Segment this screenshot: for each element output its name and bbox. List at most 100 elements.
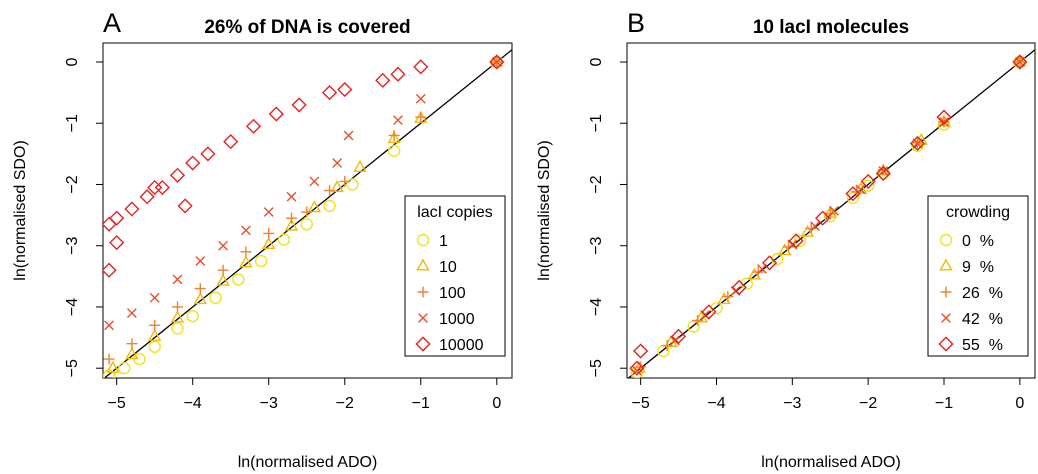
point: [731, 279, 747, 295]
point: [185, 155, 201, 171]
x-tick-label: −2: [859, 395, 877, 412]
x-tick-label: −1: [412, 395, 430, 412]
point: [829, 205, 839, 216]
point: [263, 207, 274, 217]
point: [125, 347, 139, 360]
point: [172, 274, 183, 285]
point: [139, 189, 155, 205]
point: [747, 267, 762, 280]
y-tick-label: −1: [588, 114, 605, 132]
point: [939, 117, 949, 127]
y-tick-label: −3: [64, 236, 81, 254]
point: [284, 218, 299, 231]
identity-line: [104, 49, 512, 378]
legend-label: 1000: [439, 311, 475, 328]
point: [301, 206, 313, 218]
point: [195, 256, 206, 266]
point: [223, 134, 239, 150]
point: [375, 72, 391, 88]
point: [186, 309, 199, 323]
point: [109, 235, 125, 251]
x-axis-label: ln(normalised ADO): [761, 454, 901, 471]
point: [393, 115, 403, 126]
x-tick-label: −3: [260, 395, 278, 412]
x-tick-label: −4: [184, 395, 202, 412]
point: [914, 132, 928, 145]
point: [324, 185, 336, 197]
point: [109, 210, 125, 226]
point: [118, 362, 131, 375]
legend: lacI copies 1 10 100 1000 10000: [404, 195, 506, 357]
point: [245, 118, 262, 134]
point: [353, 159, 367, 172]
point: [321, 85, 338, 101]
point: [692, 314, 704, 326]
point: [387, 131, 401, 144]
plot-frame: [102, 42, 513, 379]
point: [106, 360, 120, 373]
point: [103, 216, 117, 232]
legend-label: 10000: [439, 337, 484, 354]
point: [169, 167, 186, 183]
point: [339, 175, 351, 187]
point: [103, 353, 115, 365]
point: [701, 304, 717, 320]
point: [343, 130, 354, 141]
point: [103, 262, 117, 278]
y-tick-label: −5: [588, 359, 605, 377]
y-tick-label: −2: [64, 175, 81, 193]
point: [217, 264, 229, 276]
point: [149, 319, 161, 331]
legend-marker: [415, 336, 431, 352]
point: [633, 343, 649, 359]
point: [170, 310, 185, 323]
plot-frame: [626, 42, 1036, 379]
x-tick-label: −5: [108, 395, 126, 412]
point: [126, 308, 137, 318]
point: [390, 66, 406, 82]
point: [268, 106, 284, 122]
point: [805, 223, 817, 235]
point: [172, 301, 184, 313]
point: [263, 227, 275, 239]
point: [815, 210, 831, 226]
legend-label: 100: [439, 285, 466, 302]
point: [330, 180, 344, 193]
legend-label: 10: [439, 259, 457, 276]
point: [286, 191, 297, 202]
point: [722, 291, 734, 303]
point: [346, 178, 359, 191]
legend-box: [927, 195, 1029, 357]
point: [218, 240, 229, 251]
legend-marker: [416, 258, 430, 271]
point: [216, 273, 230, 286]
point: [239, 255, 253, 268]
point: [783, 241, 795, 253]
legend-marker: [939, 233, 953, 247]
point: [717, 292, 731, 305]
x-tick-label: −5: [632, 395, 650, 412]
x-tick-label: −2: [336, 395, 354, 412]
legend-label: 55 %: [962, 337, 1003, 354]
x-tick-label: 0: [1015, 395, 1024, 412]
point: [104, 320, 114, 331]
point: [193, 292, 207, 305]
point: [171, 322, 184, 335]
x-tick-label: −4: [707, 395, 725, 412]
points: [103, 49, 512, 378]
point: [415, 111, 427, 123]
point: [757, 264, 767, 274]
point: [669, 335, 680, 346]
point: [909, 135, 926, 152]
legend-label: 42 %: [962, 311, 1003, 328]
legend-title: lacI copies: [417, 204, 493, 221]
point: [291, 97, 307, 113]
point: [878, 166, 889, 176]
point: [875, 165, 891, 182]
point: [810, 221, 820, 232]
legend-marker: [938, 336, 954, 352]
legend-label: 1: [439, 233, 448, 250]
point: [277, 233, 291, 246]
chart-title: 10 lacI molecules: [753, 17, 909, 38]
legend-marker: [939, 258, 953, 271]
